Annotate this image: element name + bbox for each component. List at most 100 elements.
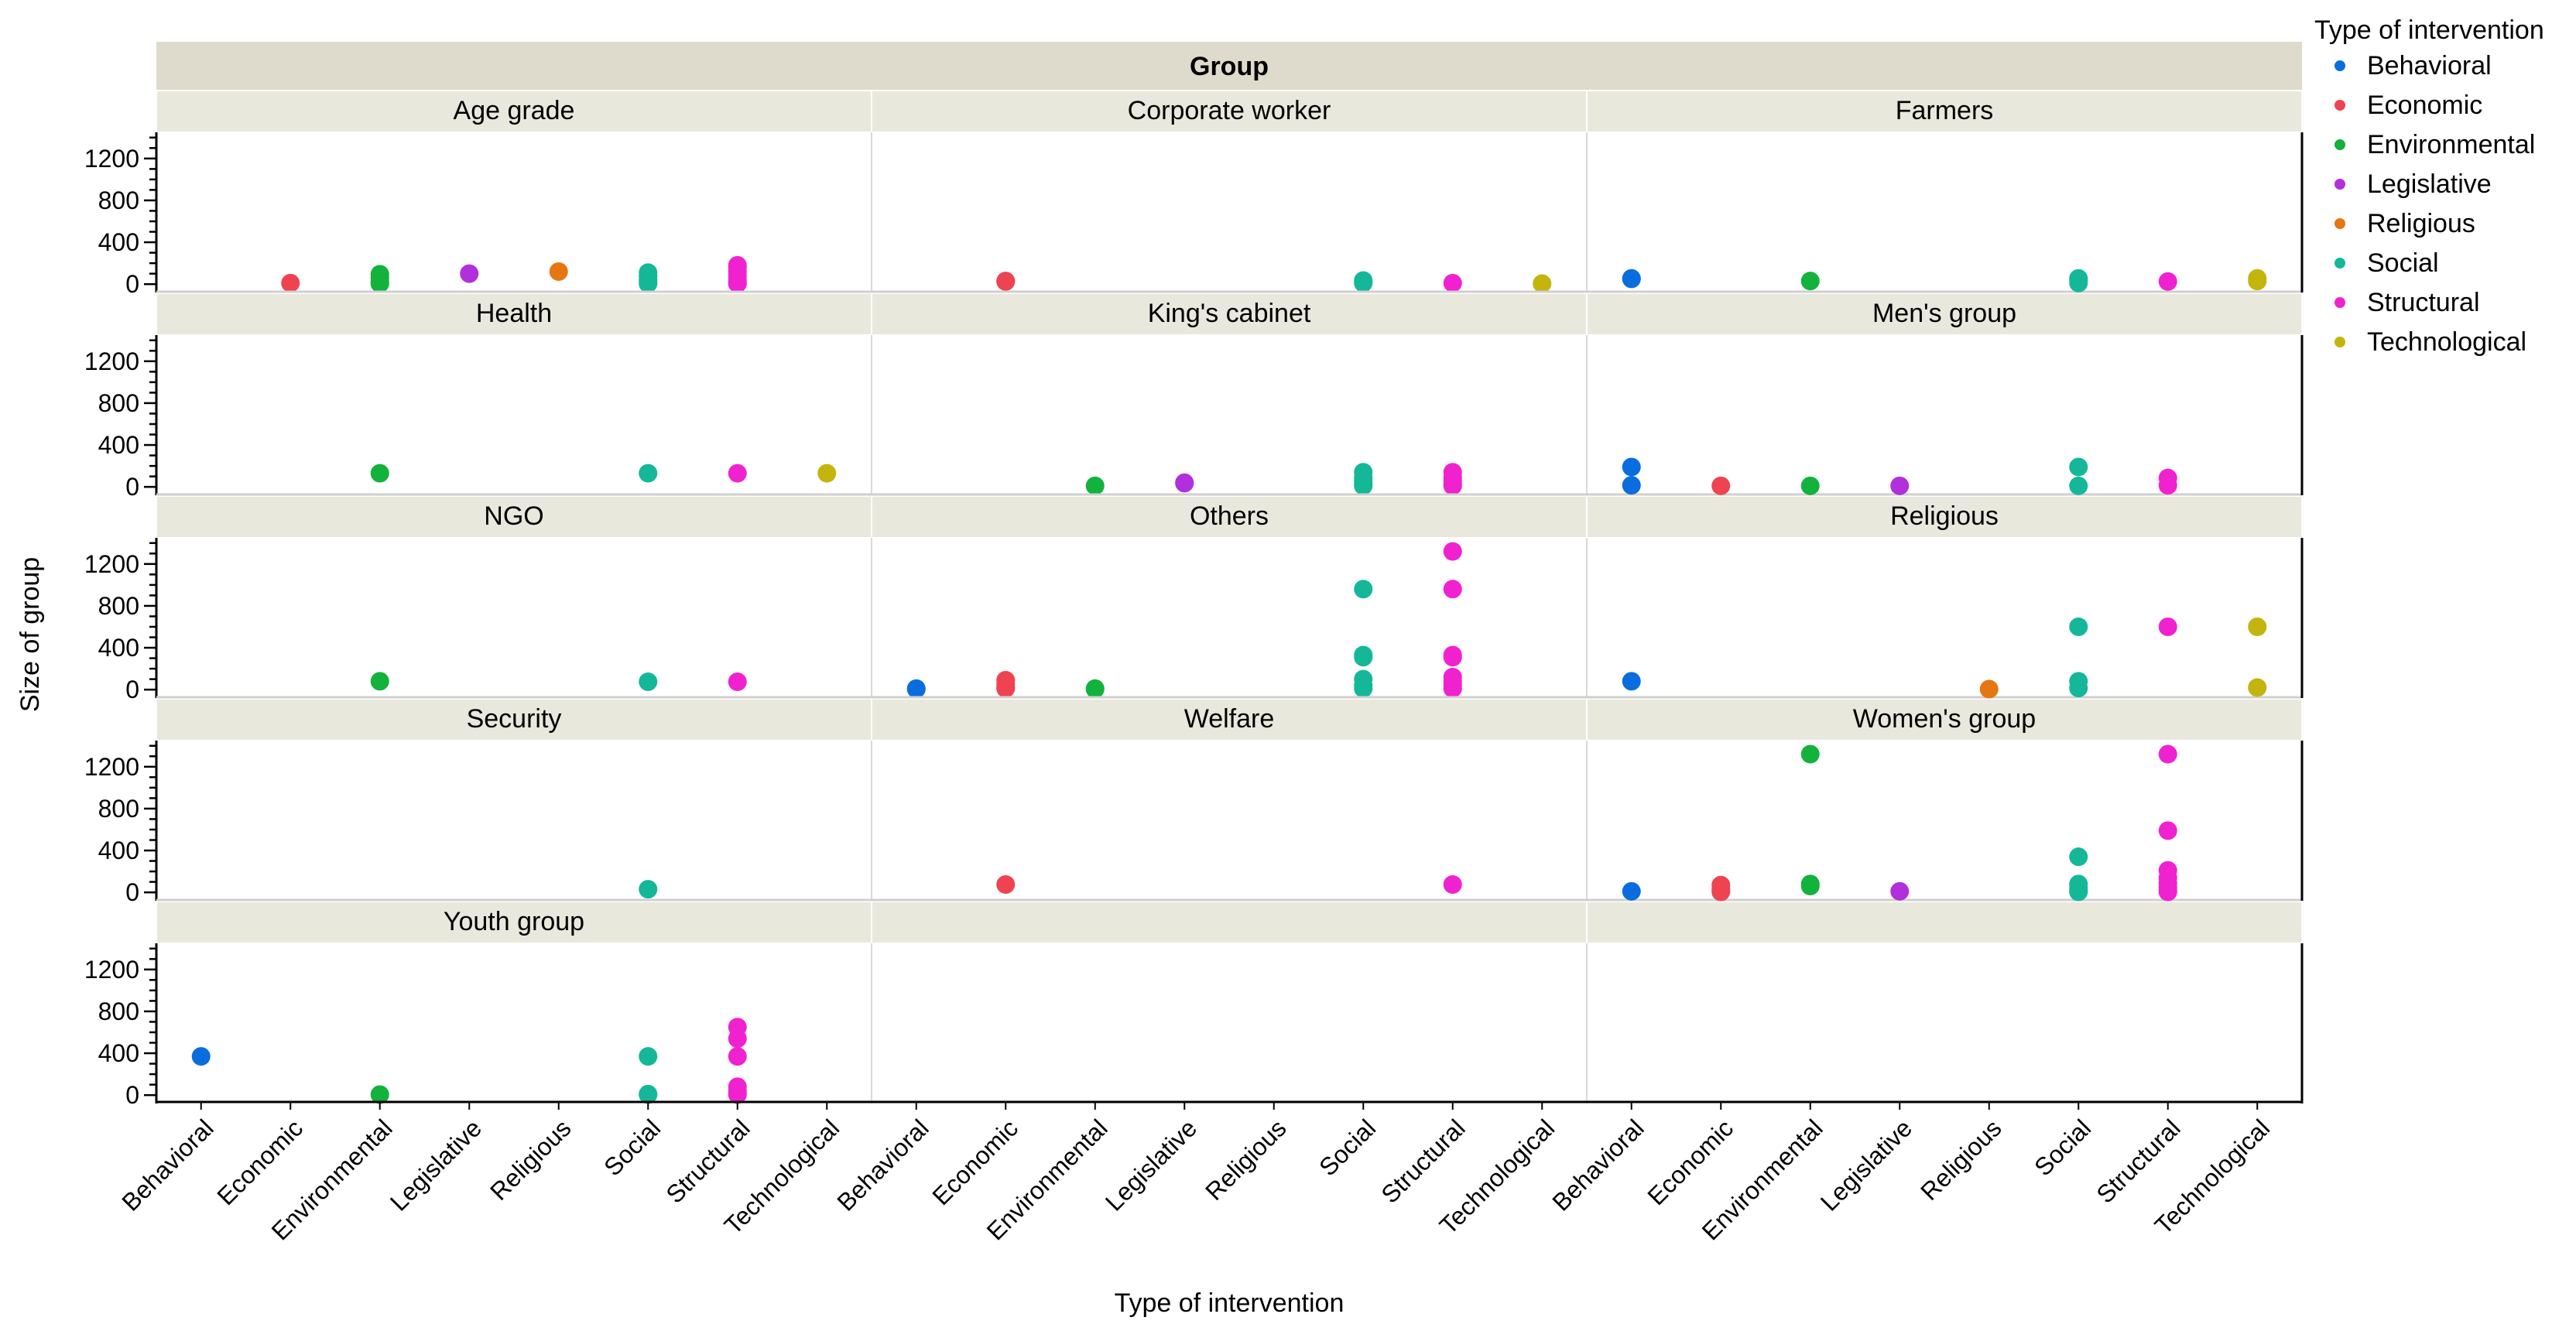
legend-label: Behavioral bbox=[2367, 51, 2492, 80]
data-point-behavioral bbox=[191, 1047, 211, 1066]
facet-header-label: Group bbox=[1190, 52, 1269, 81]
data-point-environmental bbox=[1085, 476, 1105, 495]
data-point-social bbox=[639, 464, 658, 483]
legend-item-environmental: Environmental bbox=[2334, 130, 2535, 159]
facet-header: Group bbox=[156, 42, 2302, 90]
data-point-structural bbox=[1443, 476, 1462, 495]
x-axis-title: Type of intervention bbox=[1115, 1288, 1345, 1318]
panel-farmers: Farmers bbox=[156, 91, 2304, 293]
data-point-structural bbox=[2158, 476, 2177, 495]
panel-strip bbox=[1588, 91, 2301, 132]
y-tick-label: 400 bbox=[98, 634, 139, 662]
panel-health: Health 0 400 800 1200 bbox=[84, 294, 2302, 501]
data-point-structural bbox=[728, 274, 747, 293]
panel-strip-label: Corporate worker bbox=[1128, 96, 1331, 125]
data-point-technological bbox=[2248, 618, 2267, 636]
legend-item-religious: Religious bbox=[2334, 209, 2475, 238]
data-point-structural bbox=[2158, 882, 2177, 902]
data-point-structural bbox=[1443, 273, 1462, 293]
y-tick-label: 1200 bbox=[84, 956, 139, 984]
y-axis: 0 400 800 1200 bbox=[84, 132, 158, 298]
data-point-social bbox=[1354, 679, 1373, 698]
data-point-structural bbox=[1443, 679, 1462, 698]
legend-label: Structural bbox=[2367, 288, 2480, 317]
data-point-structural bbox=[1443, 875, 1462, 895]
panel-security: Security 0 400 800 1200 bbox=[84, 700, 2302, 906]
panel-strip bbox=[1588, 902, 2301, 943]
data-point-structural bbox=[2158, 618, 2177, 636]
panel-men-s-group: Men's group bbox=[156, 294, 2304, 496]
data-point-legislative bbox=[1175, 474, 1194, 493]
panel-strip bbox=[872, 497, 1586, 537]
panel-empty bbox=[871, 902, 1586, 1103]
data-point-social bbox=[639, 274, 658, 293]
panel-strip bbox=[872, 902, 1586, 943]
data-point-behavioral bbox=[1622, 457, 1641, 477]
data-point-legislative bbox=[460, 264, 479, 283]
y-tick-label: 1200 bbox=[84, 550, 139, 578]
legend-label: Religious bbox=[2367, 209, 2475, 238]
legend-swatch bbox=[2334, 139, 2345, 150]
legend-swatch bbox=[2334, 179, 2345, 190]
legend-items: Behavioral Economic Environmental Legislati… bbox=[2334, 51, 2535, 357]
panel-strip bbox=[157, 294, 871, 334]
panel-strip-label: Age grade bbox=[454, 96, 575, 125]
panel-strip-label: Women's group bbox=[1853, 704, 2036, 734]
panel-strip-label: Farmers bbox=[1896, 96, 1994, 125]
data-point-behavioral bbox=[1622, 881, 1641, 901]
panel-strip bbox=[157, 902, 871, 943]
data-point-economic bbox=[996, 272, 1016, 291]
data-point-technological bbox=[817, 464, 837, 483]
y-tick-label: 400 bbox=[98, 228, 139, 256]
data-point-social bbox=[639, 880, 658, 899]
data-point-economic bbox=[1711, 476, 1731, 495]
data-point-religious bbox=[1979, 679, 1999, 699]
data-point-legislative bbox=[1890, 881, 1910, 901]
data-point-social bbox=[639, 1085, 658, 1104]
panel-empty bbox=[1586, 902, 2304, 1103]
legend-swatch bbox=[2334, 337, 2345, 347]
y-axis: 0 400 800 1200 bbox=[84, 741, 158, 906]
y-tick-label: 800 bbox=[98, 389, 139, 417]
data-point-social bbox=[2069, 882, 2088, 902]
data-point-social bbox=[2069, 847, 2088, 867]
data-point-social bbox=[639, 1047, 658, 1066]
panel-strip bbox=[157, 700, 871, 740]
data-point-environmental bbox=[1800, 744, 1820, 764]
data-point-structural bbox=[728, 1029, 747, 1049]
legend-swatch bbox=[2334, 60, 2345, 71]
panel-strip-label: Health bbox=[476, 299, 552, 328]
legend-label: Social bbox=[2367, 248, 2439, 278]
data-point-technological bbox=[2248, 272, 2267, 291]
legend-item-structural: Structural bbox=[2334, 288, 2480, 317]
legend-label: Technological bbox=[2367, 327, 2526, 357]
data-point-structural bbox=[728, 1085, 747, 1104]
data-point-environmental bbox=[1085, 679, 1105, 699]
y-tick-label: 400 bbox=[98, 837, 139, 864]
panel-religious: Religious bbox=[156, 497, 2304, 699]
data-point-structural bbox=[1443, 542, 1462, 561]
data-point-economic bbox=[996, 679, 1016, 698]
y-tick-label: 400 bbox=[98, 431, 139, 459]
legend-swatch bbox=[2334, 258, 2345, 269]
panel-strip-label: Youth group bbox=[444, 907, 584, 936]
data-point-social bbox=[2069, 679, 2088, 698]
panel-strip bbox=[872, 700, 1586, 740]
data-point-structural bbox=[1443, 580, 1462, 599]
data-point-technological bbox=[2248, 678, 2267, 697]
y-tick-label: 1200 bbox=[84, 347, 139, 375]
y-tick-label: 0 bbox=[125, 878, 139, 906]
data-point-structural bbox=[2158, 272, 2177, 291]
panel-strip bbox=[157, 91, 871, 132]
panel-strip bbox=[872, 91, 1586, 132]
data-point-legislative bbox=[1890, 476, 1910, 495]
data-point-behavioral bbox=[1622, 269, 1641, 289]
legend-label: Economic bbox=[2367, 91, 2482, 120]
data-point-structural bbox=[728, 464, 747, 483]
y-tick-label: 0 bbox=[125, 473, 139, 501]
panel-strip-label: Welfare bbox=[1184, 704, 1275, 734]
data-point-social bbox=[2069, 476, 2088, 495]
panel-youth-group: Youth group 0 400 800 1200 bbox=[84, 902, 871, 1109]
panel-strip bbox=[872, 294, 1586, 334]
